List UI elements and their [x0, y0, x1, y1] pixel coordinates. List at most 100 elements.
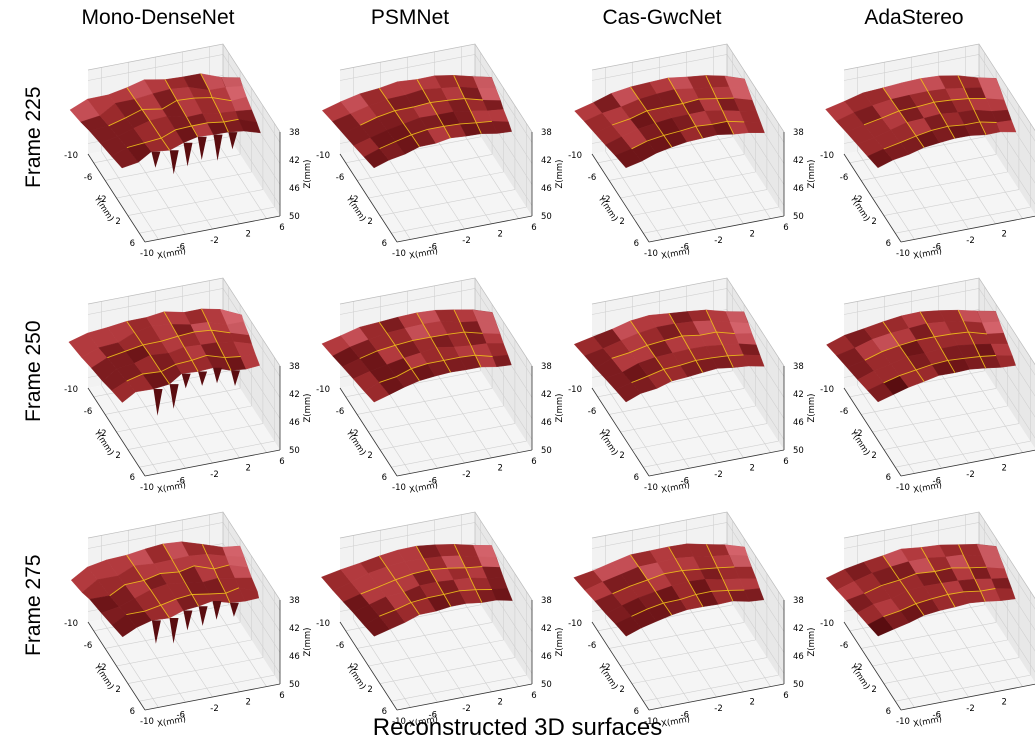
- z-axis-label: Z(mm): [303, 159, 313, 188]
- x-tick-label: -6: [429, 477, 437, 487]
- y-tick-label: -2: [350, 195, 358, 205]
- y-tick-label: -2: [602, 195, 610, 205]
- y-axis-label: Y(mm): [595, 193, 619, 223]
- tissue-surface: [321, 75, 512, 169]
- y-tick-label: 2: [619, 451, 624, 461]
- z-tick-label: 50: [793, 212, 804, 222]
- x-tick-label: 6: [531, 457, 536, 467]
- z-tick-label: 38: [541, 128, 552, 138]
- figure-caption: Reconstructed 3D surfaces: [372, 714, 663, 741]
- z-tick-label: 42: [793, 390, 804, 400]
- x-tick-label: 2: [246, 698, 251, 708]
- x-tick-label: 6: [279, 457, 284, 467]
- surface-plot-frame-250-cas-gwcnet: -10 -6 -2 2 6 -10 -6 -2 2 6 38 42 46 50 X(mm) Y(mm) Z(mm…: [568, 277, 817, 496]
- x-tick-label: -2: [714, 236, 722, 246]
- x-axis-label: X(mm): [912, 480, 942, 495]
- tissue-surface: [69, 73, 261, 175]
- x-tick-label: -2: [714, 470, 722, 480]
- tissue-surface: [68, 308, 260, 416]
- x-tick-label: -2: [210, 704, 218, 714]
- y-tick-label: 6: [130, 473, 135, 483]
- surface-plot-frame-225-adastereo: -10-6-226-10-6-22638424650X(mm)Y(mm)Z(mm…: [820, 43, 1035, 262]
- x-tick-label: -10: [896, 249, 910, 259]
- tissue-surface: [574, 75, 765, 169]
- x-tick-label: -10: [140, 717, 154, 727]
- x-tick-label: -6: [429, 243, 437, 253]
- y-tick-label: -10: [64, 619, 78, 629]
- y-tick-label: -2: [98, 195, 106, 205]
- y-tick-label: -10: [64, 385, 78, 395]
- y-tick-label: 2: [619, 685, 624, 695]
- y-tick-label: -10: [820, 619, 834, 629]
- z-tick-label: 50: [289, 680, 300, 690]
- z-tick-label: 42: [289, 156, 300, 166]
- z-tick-label: 38: [289, 596, 300, 606]
- y-tick-label: 2: [115, 217, 120, 227]
- tissue-surface: [321, 544, 513, 637]
- y-tick-label: -2: [854, 195, 862, 205]
- surface-plot-frame-250-mono-densenet: -10 -6 -2 2 6 -10 -6 -2 2 6 38 42 46 50 X(mm) Y(mm) Z(mm…: [64, 277, 313, 496]
- x-tick-label: 2: [750, 464, 755, 474]
- x-tick-label: -6: [429, 711, 437, 721]
- z-tick-label: 38: [793, 362, 804, 372]
- x-axis-label: X(mm): [156, 246, 186, 261]
- z-tick-label: 50: [289, 212, 300, 222]
- y-axis-label: Y(mm): [595, 661, 619, 691]
- z-axis-label: Z(mm): [303, 627, 313, 656]
- x-tick-label: -2: [462, 470, 470, 480]
- y-tick-label: 2: [367, 685, 372, 695]
- x-tick-label: 2: [1002, 698, 1007, 708]
- z-tick-label: 46: [793, 652, 804, 662]
- y-tick-label: -2: [350, 663, 358, 673]
- z-axis-label: Z(mm): [807, 159, 817, 188]
- y-tick-label: 6: [634, 239, 639, 249]
- x-tick-label: 2: [498, 230, 503, 240]
- z-tick-label: 38: [541, 596, 552, 606]
- z-tick-label: 42: [793, 156, 804, 166]
- x-tick-label: -10: [392, 717, 406, 727]
- y-tick-label: 6: [886, 707, 891, 717]
- tissue-surface: [826, 309, 1016, 403]
- y-tick-label: -10: [820, 151, 834, 161]
- y-tick-label: 6: [130, 239, 135, 249]
- x-tick-label: 6: [279, 691, 284, 701]
- surface-plot-frame-275-adastereo: -10-6-226-10-6-22638424650X(mm)Y(mm)Z(mm…: [820, 511, 1035, 730]
- x-tick-label: -6: [177, 477, 185, 487]
- x-tick-label: -10: [140, 249, 154, 259]
- z-axis-label: Z(mm): [555, 159, 565, 188]
- z-tick-label: 46: [541, 184, 552, 194]
- x-tick-label: -10: [140, 483, 154, 493]
- x-tick-label: 2: [750, 230, 755, 240]
- y-tick-label: -6: [84, 173, 92, 183]
- x-tick-label: -10: [644, 717, 658, 727]
- z-tick-label: 50: [793, 446, 804, 456]
- y-tick-label: 2: [619, 217, 624, 227]
- y-tick-label: 6: [886, 473, 891, 483]
- x-tick-label: -2: [966, 236, 974, 246]
- y-tick-label: -10: [568, 619, 582, 629]
- x-axis-label: X(mm): [660, 246, 690, 261]
- y-tick-label: -10: [316, 385, 330, 395]
- y-tick-label: -10: [820, 385, 834, 395]
- surface-plot-frame-250-adastereo: -10-6-226-10-6-22638424650X(mm)Y(mm)Z(mm…: [820, 277, 1035, 496]
- z-tick-label: 42: [541, 624, 552, 634]
- x-tick-label: 6: [279, 223, 284, 233]
- y-tick-label: -10: [568, 151, 582, 161]
- z-axis-label: Z(mm): [303, 393, 313, 422]
- y-axis-label: Y(mm): [343, 193, 367, 223]
- x-tick-label: -6: [177, 243, 185, 253]
- z-axis-label: Z(mm): [807, 393, 817, 422]
- x-tick-label: -10: [896, 717, 910, 727]
- y-tick-label: -10: [316, 619, 330, 629]
- x-axis-label: X(mm): [156, 714, 186, 729]
- y-tick-label: 6: [886, 239, 891, 249]
- x-tick-label: -2: [210, 236, 218, 246]
- y-tick-label: -2: [854, 663, 862, 673]
- z-tick-label: 42: [793, 624, 804, 634]
- y-tick-label: -2: [854, 429, 862, 439]
- y-axis-label: Y(mm): [91, 661, 115, 691]
- y-tick-label: -6: [840, 407, 848, 417]
- y-axis-label: Y(mm): [91, 193, 115, 223]
- y-tick-label: -2: [98, 663, 106, 673]
- surface-plot-frame-225-cas-gwcnet: -10 -6 -2 2 6 -10 -6 -2 2 6 38 42 46 50 X(mm) Y(mm) Z(mm…: [568, 43, 817, 262]
